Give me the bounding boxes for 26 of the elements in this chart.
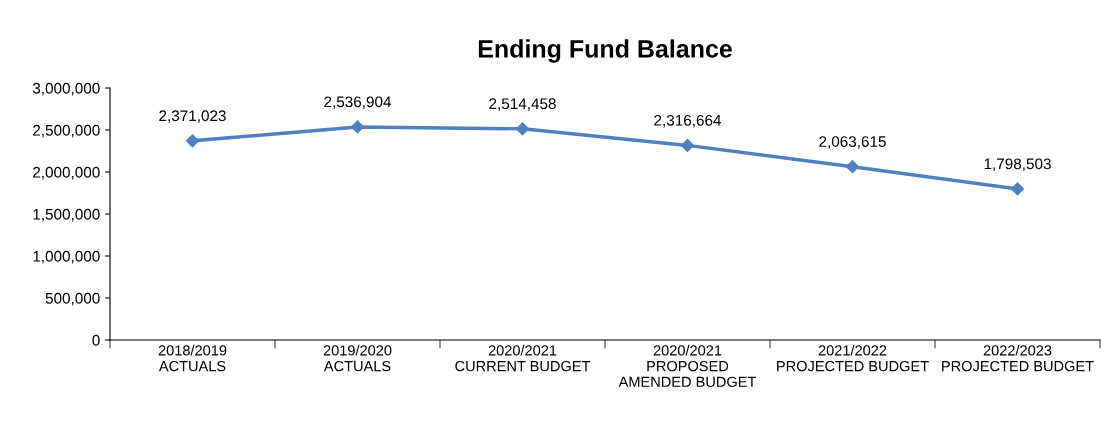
x-tick-label: 2020/2021 PROPOSED AMENDED BUDGET (618, 344, 757, 387)
y-tick-label: 500,000 (45, 292, 100, 306)
x-tick-label: 2022/2023 PROJECTED BUDGET (942, 344, 1094, 372)
data-label: 2,536,904 (324, 96, 392, 110)
point (680, 138, 695, 152)
y-tick-label: 0 (92, 334, 100, 346)
x-tick-label: 2020/2021 CURRENT BUDGET (455, 344, 591, 372)
y-tick-label: 2,000,000 (33, 166, 100, 180)
y-tick-label: 2,500,000 (33, 124, 100, 138)
data-label: 1,798,503 (984, 158, 1051, 172)
chart-title: Ending Fund Balance (478, 39, 732, 63)
x-tick-label: 2019/2020 ACTUALS (323, 344, 392, 372)
point (350, 120, 365, 134)
data-label: 2,371,023 (159, 110, 226, 123)
data-label: 2,514,458 (489, 98, 556, 111)
y-tick-label: 1,000,000 (33, 250, 100, 264)
x-tick-label: 2018/2019 ACTUALS (158, 344, 227, 372)
point (845, 160, 860, 174)
point (1010, 182, 1025, 196)
point (185, 134, 200, 148)
x-tick-label: 2021/2022 PROJECTED BUDGET (777, 344, 929, 372)
point (515, 122, 530, 136)
data-label: 2,063,615 (819, 136, 886, 149)
data-label: 2,316,664 (654, 114, 722, 128)
y-tick-label: 1,500,000 (33, 208, 100, 222)
y-tick-label: 3,000,000 (32, 82, 100, 96)
